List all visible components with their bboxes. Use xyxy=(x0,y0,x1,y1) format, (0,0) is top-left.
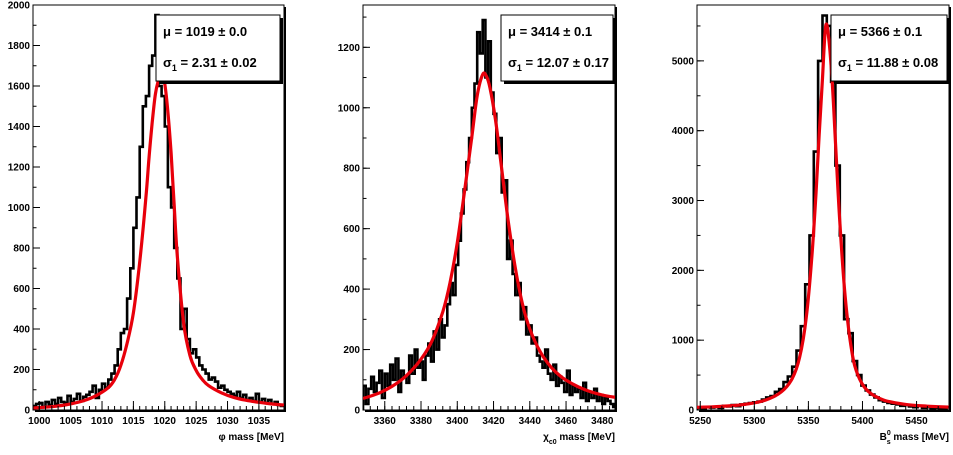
y-tick-label: 1400 xyxy=(8,122,31,133)
y-tick-label: 4000 xyxy=(672,126,695,137)
stats-box xyxy=(500,14,614,82)
sigma-value: = 12.07 ± 0.17 xyxy=(522,55,609,70)
x-axis-symbol: φ xyxy=(218,432,225,443)
x-tick-label: 1025 xyxy=(185,416,208,427)
stats-sigma: σ1 = 12.07 ± 0.17 xyxy=(508,55,609,73)
y-tick-label: 3000 xyxy=(672,196,695,207)
sigma-symbol: σ xyxy=(838,55,847,70)
y-tick-label: 1200 xyxy=(338,43,361,54)
stats-box xyxy=(830,14,948,82)
x-axis-subscript: s xyxy=(887,439,891,446)
x-tick-label: 1035 xyxy=(248,416,271,427)
x-axis-symbol: χ xyxy=(543,432,549,443)
y-tick-label: 0 xyxy=(354,406,360,417)
x-tick-label: 1015 xyxy=(122,416,145,427)
x-tick-label: 1030 xyxy=(216,416,239,427)
stats-box xyxy=(155,14,281,82)
sigma-symbol: σ xyxy=(508,55,517,70)
y-tick-label: 1000 xyxy=(672,336,695,347)
sigma-value: = 2.31 ± 0.02 xyxy=(177,55,257,70)
x-tick-label: 1000 xyxy=(28,416,51,427)
panel-bs: 0 1000 2000 3000 4000 5000 5250 5300 5350 5400 545… xyxy=(672,4,951,446)
x-tick-label: 5450 xyxy=(905,416,928,427)
y-tick-label: 0 xyxy=(24,406,30,417)
y-tick-label: 1800 xyxy=(8,41,31,52)
y-tick-label: 600 xyxy=(13,284,30,295)
x-tick-label: 1005 xyxy=(60,416,83,427)
x-tick-label: 5250 xyxy=(689,416,712,427)
y-tick-label: 200 xyxy=(343,345,360,356)
x-tick-label: 3420 xyxy=(482,416,505,427)
x-axis-label: φ mass [MeV] xyxy=(218,432,284,443)
sigma-subscript: 1 xyxy=(172,63,177,73)
sigma-subscript: 1 xyxy=(517,63,522,73)
x-axis-superscript: 0 xyxy=(887,430,891,437)
y-tick-label: 1000 xyxy=(338,103,361,114)
x-tick-label: 3440 xyxy=(519,416,542,427)
x-tick-label: 5300 xyxy=(743,416,766,427)
x-tick-label: 3480 xyxy=(591,416,614,427)
stats-mu: μ = 3414 ± 0.1 xyxy=(508,24,592,39)
x-axis-text: mass [MeV] xyxy=(891,432,949,443)
x-axis-label: B0 s mass [MeV] xyxy=(880,430,949,446)
x-tick-label: 3360 xyxy=(374,416,397,427)
sigma-value: = 11.88 ± 0.08 xyxy=(852,55,938,70)
x-tick-label: 3460 xyxy=(555,416,578,427)
stats-sigma: σ1 = 2.31 ± 0.02 xyxy=(163,55,257,73)
y-tick-label: 200 xyxy=(13,365,30,376)
x-axis-text: mass [MeV] xyxy=(226,432,284,443)
x-axis-symbol: B xyxy=(880,432,887,443)
y-tick-label: 800 xyxy=(13,244,30,255)
sigma-subscript: 1 xyxy=(847,63,852,73)
x-tick-label: 5350 xyxy=(797,416,820,427)
y-tick-label: 5000 xyxy=(672,56,695,67)
x-axis-text: mass [MeV] xyxy=(557,432,615,443)
x-tick-label: 3400 xyxy=(446,416,469,427)
y-tick-label: 400 xyxy=(13,325,30,336)
x-tick-label: 3380 xyxy=(410,416,433,427)
x-tick-label: 1020 xyxy=(154,416,177,427)
y-tick-label: 400 xyxy=(343,285,360,296)
stats-sigma: σ1 = 11.88 ± 0.08 xyxy=(838,55,938,73)
y-tick-label: 1600 xyxy=(8,82,31,93)
y-tick-label: 2000 xyxy=(8,1,31,12)
stats-mu: μ = 5366 ± 0.1 xyxy=(838,24,922,39)
y-tick-label: 0 xyxy=(688,406,694,417)
panel-chic0: 0 200 400 600 800 1000 1200 3360 3380 3400 3420 344… xyxy=(338,4,617,446)
x-axis-subscript: c0 xyxy=(549,439,557,446)
y-tick-label: 800 xyxy=(343,164,360,175)
fit-curve-bs xyxy=(697,22,949,409)
y-tick-label: 2000 xyxy=(672,266,695,277)
x-tick-label: 5400 xyxy=(851,416,874,427)
y-tick-label: 1000 xyxy=(8,203,31,214)
y-tick-label: 1200 xyxy=(8,163,31,174)
panel-phi: 0 200 400 600 800 1000 1200 1400 1600 1800 2000 100… xyxy=(8,1,286,443)
fit-curve-chic0 xyxy=(363,71,615,401)
stats-mu: μ = 1019 ± 0.0 xyxy=(163,24,247,39)
y-tick-label: 600 xyxy=(343,224,360,235)
x-axis-label: χc0 mass [MeV] xyxy=(543,432,615,446)
sigma-symbol: σ xyxy=(163,55,172,70)
x-tick-label: 1010 xyxy=(91,416,114,427)
